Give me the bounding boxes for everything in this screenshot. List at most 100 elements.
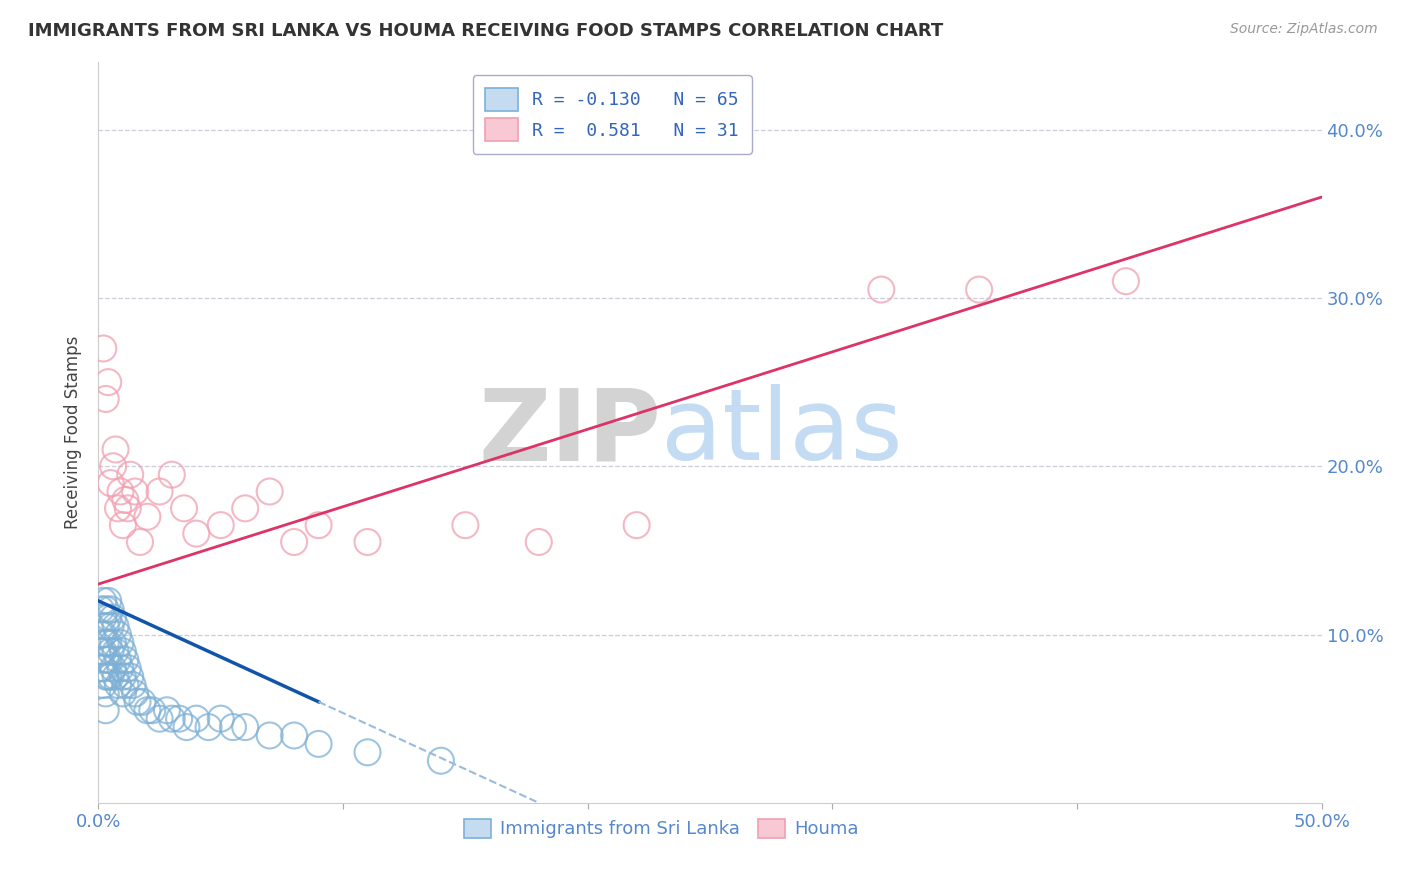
Point bbox=[91, 644, 114, 658]
Point bbox=[97, 670, 120, 684]
Point bbox=[101, 610, 124, 624]
Point bbox=[94, 686, 117, 700]
Point bbox=[283, 535, 305, 549]
Point bbox=[626, 518, 648, 533]
Point bbox=[101, 636, 124, 650]
Point bbox=[149, 712, 172, 726]
Point bbox=[124, 686, 146, 700]
Point bbox=[111, 518, 134, 533]
Point bbox=[173, 501, 195, 516]
Point bbox=[209, 518, 232, 533]
Point bbox=[91, 342, 114, 356]
Point bbox=[114, 492, 136, 507]
Point bbox=[160, 467, 183, 482]
Point bbox=[94, 602, 117, 616]
Point bbox=[1115, 274, 1137, 288]
Point bbox=[91, 627, 114, 641]
Point bbox=[91, 678, 114, 692]
Point bbox=[186, 712, 208, 726]
Point bbox=[454, 518, 477, 533]
Point bbox=[136, 703, 159, 717]
Point bbox=[94, 636, 117, 650]
Point bbox=[90, 602, 112, 616]
Point bbox=[111, 670, 134, 684]
Point bbox=[129, 535, 152, 549]
Point bbox=[107, 653, 129, 667]
Point bbox=[104, 619, 127, 633]
Point bbox=[90, 644, 112, 658]
Point bbox=[233, 720, 256, 734]
Point bbox=[90, 627, 112, 641]
Point bbox=[308, 518, 330, 533]
Legend: Immigrants from Sri Lanka, Houma: Immigrants from Sri Lanka, Houma bbox=[457, 812, 866, 846]
Point bbox=[97, 594, 120, 608]
Point bbox=[209, 712, 232, 726]
Point bbox=[100, 670, 122, 684]
Point bbox=[870, 283, 893, 297]
Point bbox=[283, 729, 305, 743]
Point bbox=[233, 501, 256, 516]
Point bbox=[527, 535, 550, 549]
Point bbox=[124, 484, 146, 499]
Text: Source: ZipAtlas.com: Source: ZipAtlas.com bbox=[1230, 22, 1378, 37]
Point bbox=[967, 283, 990, 297]
Point bbox=[91, 610, 114, 624]
Point bbox=[97, 653, 120, 667]
Point bbox=[430, 754, 453, 768]
Text: IMMIGRANTS FROM SRI LANKA VS HOUMA RECEIVING FOOD STAMPS CORRELATION CHART: IMMIGRANTS FROM SRI LANKA VS HOUMA RECEI… bbox=[28, 22, 943, 40]
Point bbox=[117, 501, 139, 516]
Point bbox=[94, 392, 117, 406]
Point bbox=[101, 459, 124, 474]
Point bbox=[167, 712, 190, 726]
Point bbox=[97, 636, 120, 650]
Point bbox=[111, 644, 134, 658]
Point bbox=[100, 476, 122, 491]
Point bbox=[186, 526, 208, 541]
Point bbox=[121, 678, 143, 692]
Point bbox=[97, 610, 120, 624]
Point bbox=[107, 678, 129, 692]
Point bbox=[117, 661, 139, 675]
Point bbox=[104, 644, 127, 658]
Point bbox=[104, 670, 127, 684]
Point bbox=[127, 695, 149, 709]
Point bbox=[222, 720, 245, 734]
Point bbox=[94, 619, 117, 633]
Text: atlas: atlas bbox=[661, 384, 903, 481]
Point bbox=[100, 602, 122, 616]
Point bbox=[149, 484, 172, 499]
Point bbox=[90, 661, 112, 675]
Point bbox=[94, 670, 117, 684]
Point bbox=[104, 442, 127, 457]
Point bbox=[114, 678, 136, 692]
Point bbox=[91, 594, 114, 608]
Point bbox=[176, 720, 198, 734]
Point bbox=[141, 703, 163, 717]
Point bbox=[100, 619, 122, 633]
Text: ZIP: ZIP bbox=[478, 384, 661, 481]
Point bbox=[94, 703, 117, 717]
Point bbox=[107, 627, 129, 641]
Point bbox=[110, 636, 132, 650]
Point bbox=[101, 661, 124, 675]
Point bbox=[356, 745, 378, 759]
Point bbox=[308, 737, 330, 751]
Point bbox=[120, 670, 142, 684]
Point bbox=[94, 653, 117, 667]
Point bbox=[120, 467, 142, 482]
Point bbox=[97, 375, 120, 389]
Point bbox=[114, 653, 136, 667]
Point bbox=[107, 501, 129, 516]
Point bbox=[91, 661, 114, 675]
Point bbox=[131, 695, 153, 709]
Point bbox=[259, 484, 281, 499]
Y-axis label: Receiving Food Stamps: Receiving Food Stamps bbox=[65, 336, 83, 529]
Point bbox=[110, 661, 132, 675]
Point bbox=[136, 509, 159, 524]
Point bbox=[259, 729, 281, 743]
Point bbox=[356, 535, 378, 549]
Point bbox=[111, 686, 134, 700]
Point bbox=[156, 703, 179, 717]
Point bbox=[100, 644, 122, 658]
Point bbox=[197, 720, 219, 734]
